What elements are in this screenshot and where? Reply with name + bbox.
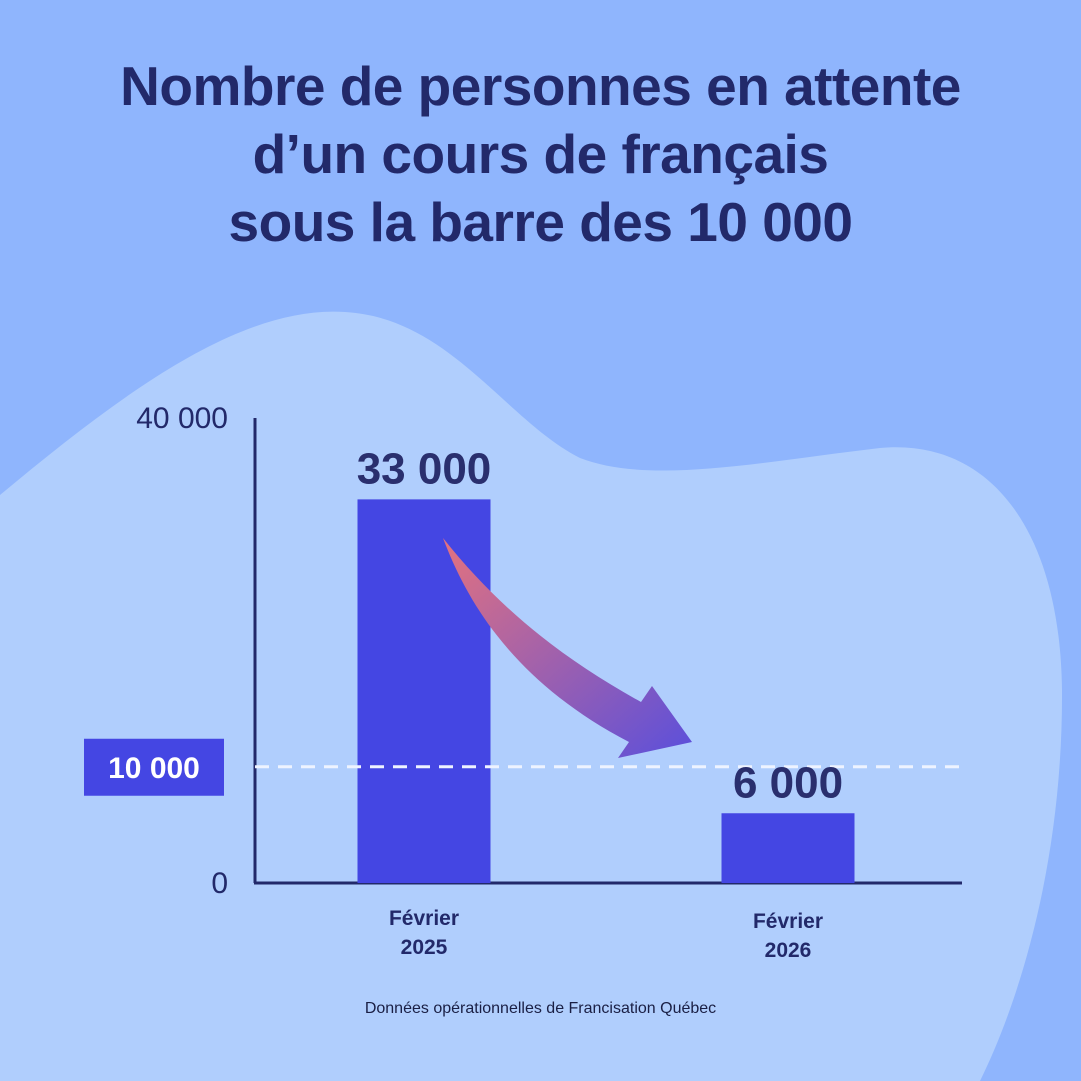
bar-value-label-1: 6 000 (733, 758, 843, 807)
x-tick-label-1: Février 2026 (753, 910, 823, 962)
chart-title: Nombre de personnes en attente d’un cour… (0, 52, 1081, 256)
trend-arrow (443, 538, 692, 758)
title-line-3: sous la barre des 10 000 (228, 191, 853, 253)
source-note: Données opérationnelles de Francisation … (364, 1000, 717, 1017)
y-tick-label-0: 0 (211, 867, 228, 900)
reference-label: 10 000 (108, 752, 200, 785)
bar-value-label-0: 33 000 (357, 444, 492, 493)
y-tick-label-1: 40 000 (136, 402, 228, 435)
background-blob (0, 311, 1063, 1081)
reference-label-box (84, 738, 224, 796)
x-tick-label-0: Février 2025 (389, 907, 459, 959)
title-line-1: Nombre de personnes en attente (120, 55, 961, 117)
bar-1 (721, 813, 855, 883)
bar-0 (357, 499, 491, 883)
title-line-2: d’un cours de français (252, 123, 829, 185)
